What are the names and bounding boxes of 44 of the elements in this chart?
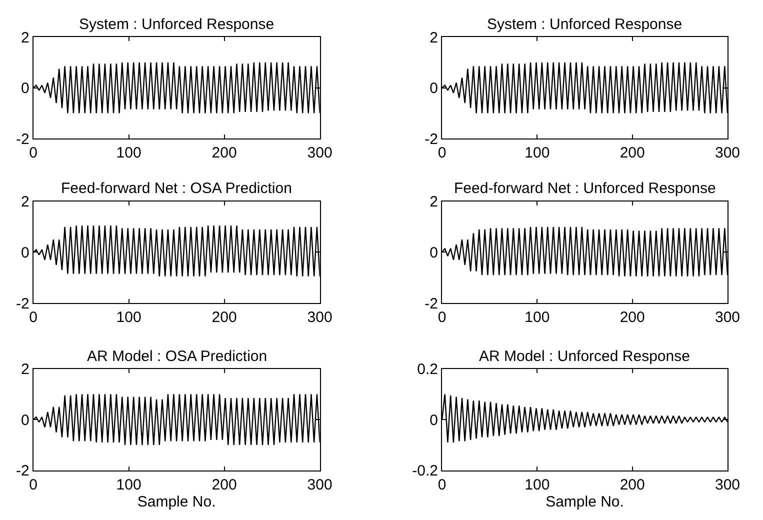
y-tick-label: 0.2 [417, 361, 438, 378]
y-tick-label: -2 [16, 462, 30, 480]
x-tick-label: 100 [524, 476, 550, 494]
y-tick-label: 2 [20, 194, 30, 211]
x-tick-label: 200 [212, 144, 237, 162]
y-tick-label: -2 [16, 295, 30, 312]
y-tick-label: 2 [20, 361, 30, 378]
chart-title: System : Unforced Response [79, 16, 274, 33]
y-tick-label: 0 [20, 80, 30, 98]
y-tick-label: 0 [430, 244, 438, 262]
x-tick-label: 100 [524, 309, 550, 326]
x-tick-label: 300 [714, 309, 740, 326]
chart-title: Feed-forward Net : Unforced Response [454, 180, 716, 197]
y-tick-label: -2 [424, 295, 438, 312]
y-tick-label: -2 [424, 130, 438, 148]
y-tick-label: 0 [430, 412, 438, 429]
x-axis-title: Sample No. [546, 493, 624, 510]
chart-title: AR Model : Unforced Response [479, 348, 690, 365]
y-tick-label: -2 [16, 130, 30, 148]
y-tick-label: 0 [20, 412, 30, 429]
x-tick-label: 200 [620, 309, 645, 326]
y-tick-label: 2 [430, 194, 438, 211]
x-tick-label: 100 [524, 144, 550, 162]
x-tick-label: 300 [307, 144, 332, 162]
y-tick-label: 2 [430, 29, 438, 46]
chart-title: Feed-forward Net : OSA Prediction [61, 180, 292, 197]
x-tick-label: 100 [116, 144, 142, 162]
y-tick-label: 0 [20, 244, 30, 262]
y-tick-label: -0.2 [412, 462, 438, 480]
y-tick-label: 0 [430, 80, 438, 98]
y-tick-label: 2 [20, 29, 30, 46]
x-tick-label: 100 [116, 476, 142, 494]
chart-title: System : Unforced Response [487, 16, 682, 33]
x-tick-label: 200 [620, 144, 645, 162]
x-tick-label: 300 [307, 476, 332, 494]
chart-title: AR Model : OSA Prediction [87, 348, 268, 365]
x-axis-title: Sample No. [137, 493, 216, 510]
x-tick-label: 200 [212, 476, 237, 494]
x-tick-label: 100 [116, 309, 142, 326]
x-tick-label: 200 [212, 309, 237, 326]
x-tick-label: 300 [714, 144, 740, 162]
x-tick-label: 200 [620, 476, 645, 494]
x-tick-label: 300 [714, 476, 740, 494]
x-tick-label: 300 [307, 309, 332, 326]
